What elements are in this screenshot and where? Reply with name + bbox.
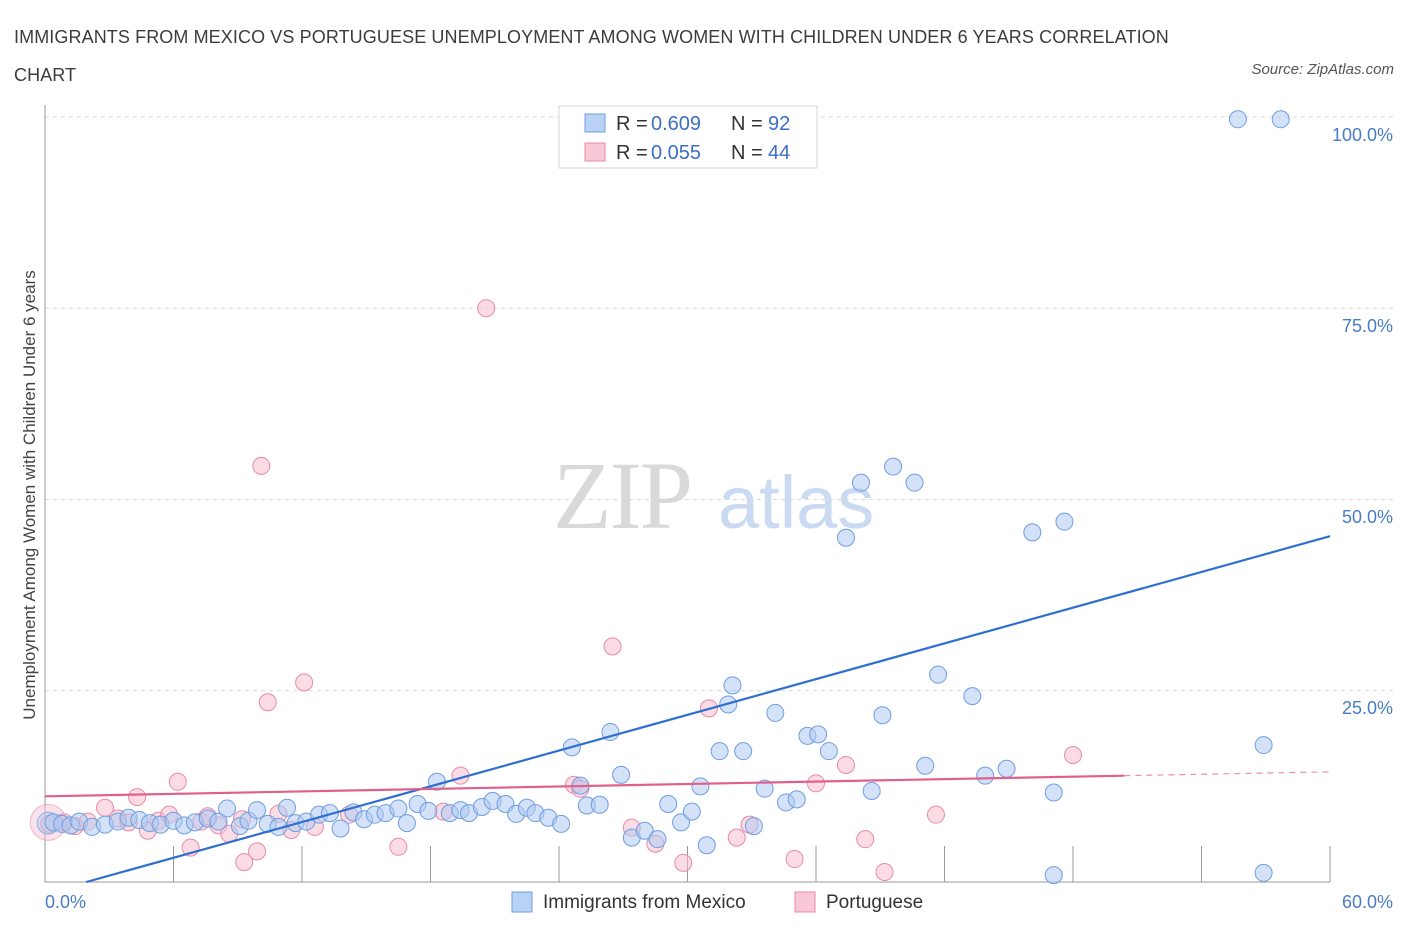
- mexico-point: [787, 790, 806, 809]
- portuguese-point: [785, 850, 804, 869]
- mexico-point: [612, 765, 631, 784]
- mexico-point: [963, 687, 982, 706]
- mexico-point: [1044, 866, 1063, 885]
- portuguese-point: [727, 828, 746, 847]
- mexico-point: [648, 830, 667, 849]
- portuguese-point: [168, 772, 187, 791]
- portuguese-point: [875, 863, 894, 882]
- legend-r-value: 0.055: [651, 142, 701, 164]
- mexico-point: [601, 723, 620, 742]
- mexico-point: [819, 742, 838, 761]
- mexico-point: [278, 798, 297, 817]
- mexico-point: [389, 799, 408, 818]
- mexico-point: [766, 703, 785, 722]
- portuguese-point: [926, 805, 945, 824]
- series-legend: Immigrants from Mexico Portuguese: [511, 891, 923, 913]
- y-tick-label: 25.0%: [1342, 698, 1393, 718]
- mexico-point: [1023, 523, 1042, 542]
- portuguese-point: [603, 637, 622, 656]
- mexico-point: [755, 779, 774, 798]
- mexico-point: [976, 766, 995, 785]
- mexico-point: [884, 457, 903, 476]
- portuguese-point: [258, 693, 277, 712]
- portuguese-point: [389, 837, 408, 856]
- legend-r-label: R =: [616, 142, 648, 164]
- mexico-point: [697, 836, 716, 855]
- legend-swatch-pink: [584, 142, 606, 162]
- mexico-point: [723, 676, 742, 695]
- mexico-point: [691, 777, 710, 796]
- chart-source: Source: ZipAtlas.com: [1251, 61, 1394, 78]
- legend-n-value: 44: [768, 142, 790, 164]
- y-tick-label: 50.0%: [1342, 507, 1393, 527]
- portuguese-point: [856, 830, 875, 849]
- x-tick-label-min: 0.0%: [45, 892, 86, 912]
- correlation-legend: R = 0.609 N = 92 R = 0.055 N = 44: [558, 105, 818, 169]
- mexico-point: [836, 528, 855, 547]
- mexico-point: [331, 819, 350, 838]
- mexico-point: [635, 821, 654, 840]
- mexico-point: [590, 795, 609, 814]
- mexico-point: [905, 473, 924, 492]
- legend-n-value: 92: [768, 113, 790, 135]
- mexico-point: [419, 801, 438, 820]
- portuguese-point: [807, 774, 825, 793]
- mexico-point: [1254, 863, 1273, 882]
- mexico-point: [744, 817, 763, 836]
- portuguese-point: [295, 673, 314, 692]
- series-swatch-portuguese: [794, 891, 816, 913]
- mexico-point: [873, 706, 892, 725]
- mexico-point: [552, 814, 571, 833]
- portuguese-point: [128, 788, 147, 807]
- y-axis-label: Unemployment Among Women with Children U…: [20, 270, 39, 719]
- mexico-point: [710, 742, 729, 761]
- mexico-point: [1271, 110, 1290, 129]
- grid-lines: [45, 116, 1395, 692]
- series-label-portuguese: Portuguese: [826, 892, 923, 913]
- mexico-point: [1254, 736, 1273, 755]
- portuguese-point: [836, 755, 855, 774]
- legend-r-label: R =: [616, 113, 648, 135]
- portuguese-point: [1064, 746, 1082, 765]
- mexico-point: [209, 812, 228, 831]
- mexico-point: [929, 665, 948, 684]
- portuguese-point: [674, 853, 693, 872]
- y-tick-label: 100.0%: [1332, 125, 1393, 145]
- mexico-point: [659, 794, 678, 813]
- mexico-point: [397, 814, 416, 833]
- portuguese-point: [252, 456, 271, 475]
- mexico-point: [997, 759, 1016, 778]
- mexico-point: [916, 756, 935, 775]
- y-tick-label: 75.0%: [1342, 316, 1393, 336]
- portuguese-trend-extension: [1124, 771, 1331, 777]
- mexico-point: [248, 801, 267, 820]
- mexico-point: [734, 742, 753, 761]
- mexico-trend-line: [85, 535, 1331, 884]
- mexico-point: [1044, 783, 1063, 802]
- mexico-point: [682, 802, 701, 821]
- mexico-point: [672, 813, 691, 832]
- legend-n-label: N =: [731, 113, 763, 135]
- portuguese-trend-line: [44, 774, 1125, 798]
- legend-n-label: N =: [731, 142, 763, 164]
- series-swatch-mexico: [511, 891, 533, 913]
- portuguese-point: [235, 853, 254, 872]
- trend-lines: [44, 535, 1331, 884]
- mexico-point: [1055, 512, 1074, 531]
- axes: [44, 105, 1331, 883]
- mexico-point: [809, 725, 828, 744]
- watermark-zip: ZIP: [553, 442, 691, 549]
- series-label-mexico: Immigrants from Mexico: [543, 892, 746, 913]
- portuguese-point: [477, 299, 496, 318]
- mexico-point: [862, 781, 881, 800]
- legend-r-value: 0.609: [651, 113, 701, 135]
- portuguese-point: [248, 842, 267, 861]
- mexico-point: [1228, 110, 1247, 129]
- mexico-point: [851, 473, 870, 492]
- chart-title: IMMIGRANTS FROM MEXICO VS PORTUGUESE UNE…: [14, 27, 1169, 85]
- mexico-point: [218, 799, 237, 818]
- x-tick-label-max: 60.0%: [1342, 892, 1393, 912]
- legend-swatch-blue: [584, 113, 606, 133]
